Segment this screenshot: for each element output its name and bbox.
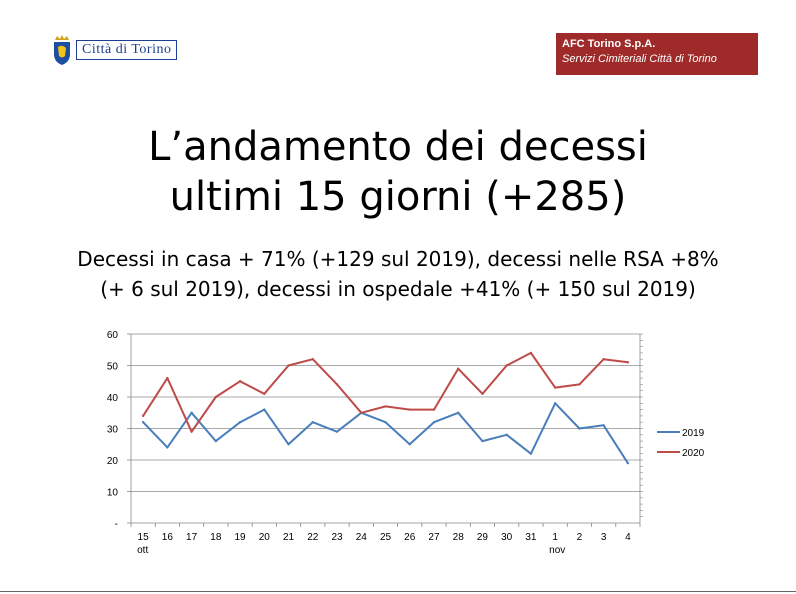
data-point-2019-3: [214, 439, 218, 443]
data-point-2020-20: [626, 361, 630, 364]
data-point-2019-6: [287, 443, 290, 446]
data-point-2020-8: [335, 383, 339, 386]
data-point-2019-15: [505, 433, 508, 436]
data-point-2020-17: [553, 386, 557, 389]
data-point-2020-19: [602, 358, 605, 361]
data-point-2019-20: [626, 461, 630, 465]
data-point-2020-16: [529, 351, 533, 355]
footer-divider: [0, 591, 796, 592]
x-tick-label-20: 4: [625, 532, 631, 543]
x-tick-label-2: 17: [186, 532, 198, 543]
x-tick-label-10: 25: [380, 532, 392, 543]
data-point-2019-11: [408, 443, 411, 446]
subtitle-line-2: (+ 6 sul 2019), decessi in ospedale +41%…: [100, 277, 696, 301]
data-point-2020-6: [287, 364, 290, 367]
data-point-2020-18: [578, 383, 581, 386]
page-title: L’andamento dei decessi ultimi 15 giorni…: [0, 122, 796, 222]
data-point-2019-13: [457, 411, 460, 414]
y-tick-label-4: 40: [107, 393, 119, 404]
title-line-2: ultimi 15 giorni (+285): [169, 174, 627, 220]
company-subtitle: Servizi Cimiteriali Città di Torino: [562, 53, 717, 65]
data-point-2019-14: [481, 439, 484, 443]
x-tick-label-12: 27: [428, 532, 440, 543]
series-line-2019: [142, 402, 629, 464]
data-point-2019-1: [166, 446, 169, 449]
data-point-2020-13: [457, 367, 460, 370]
y-tick-label-1: 10: [107, 488, 119, 499]
page-subtitle: Decessi in casa + 71% (+129 sul 2019), d…: [0, 244, 796, 304]
x-tick-label-3: 18: [210, 532, 222, 543]
data-point-2019-0: [141, 421, 145, 424]
x-sublabel-0: ott: [137, 545, 148, 556]
data-point-2019-17: [553, 402, 557, 405]
data-point-2020-2: [190, 430, 193, 433]
y-tick-label-0: -: [115, 519, 118, 530]
x-tick-label-15: 30: [501, 532, 513, 543]
data-point-2019-16: [529, 452, 533, 455]
x-tick-label-4: 19: [235, 532, 247, 543]
data-point-2020-15: [505, 364, 508, 367]
data-point-2020-14: [481, 392, 484, 396]
data-point-2020-1: [166, 376, 169, 380]
y-tick-label-5: 50: [107, 362, 119, 373]
data-point-2019-4: [238, 421, 242, 424]
x-tick-label-19: 3: [601, 532, 607, 543]
series-line-2020: [142, 351, 629, 433]
x-sublabel-17: nov: [549, 545, 565, 556]
company-name: AFC Torino S.p.A.: [562, 38, 656, 50]
data-point-2020-11: [408, 408, 411, 411]
y-tick-label-3: 30: [107, 425, 119, 436]
x-tick-label-11: 26: [404, 532, 416, 543]
subtitle-line-1: Decessi in casa + 71% (+129 sul 2019), d…: [77, 247, 719, 271]
legend-label-2019: 2019: [682, 428, 705, 439]
y-tick-label-6: 60: [107, 330, 119, 341]
company-badge: AFC Torino S.p.A. Servizi Cimiteriali Ci…: [556, 33, 758, 75]
title-line-1: L’andamento dei decessi: [148, 124, 648, 170]
x-tick-label-17: 1: [552, 532, 558, 543]
data-point-2020-10: [384, 405, 387, 408]
x-tick-label-7: 22: [307, 532, 319, 543]
data-point-2019-18: [578, 427, 581, 430]
x-tick-label-1: 16: [162, 532, 174, 543]
data-point-2019-19: [602, 424, 605, 427]
data-point-2020-3: [214, 395, 218, 399]
x-tick-label-5: 20: [259, 532, 271, 543]
data-point-2019-5: [263, 408, 266, 411]
data-point-2019-8: [335, 430, 339, 433]
data-point-2020-5: [263, 392, 266, 396]
x-tick-label-14: 29: [477, 532, 489, 543]
data-point-2020-7: [311, 358, 314, 361]
x-tick-label-16: 31: [525, 532, 537, 543]
legend-label-2020: 2020: [682, 448, 705, 459]
logo-text: Città di Torino: [76, 40, 178, 60]
data-point-2020-0: [141, 414, 145, 418]
x-tick-label-0: 15: [138, 532, 150, 543]
y-tick-label-2: 20: [107, 456, 119, 467]
data-point-2019-10: [384, 421, 387, 424]
data-point-2019-12: [432, 421, 436, 424]
data-point-2020-12: [432, 408, 436, 411]
data-point-2020-4: [238, 380, 242, 383]
x-tick-label-6: 21: [283, 532, 295, 543]
data-point-2019-2: [190, 411, 193, 414]
x-tick-label-9: 24: [356, 532, 368, 543]
data-point-2019-7: [311, 421, 314, 424]
city-logo: Città di Torino: [52, 34, 178, 66]
data-point-2020-9: [360, 411, 363, 414]
x-tick-label-13: 28: [453, 532, 465, 543]
x-tick-label-18: 2: [577, 532, 583, 543]
torino-shield-icon: [54, 35, 70, 65]
x-tick-label-8: 23: [331, 532, 343, 543]
